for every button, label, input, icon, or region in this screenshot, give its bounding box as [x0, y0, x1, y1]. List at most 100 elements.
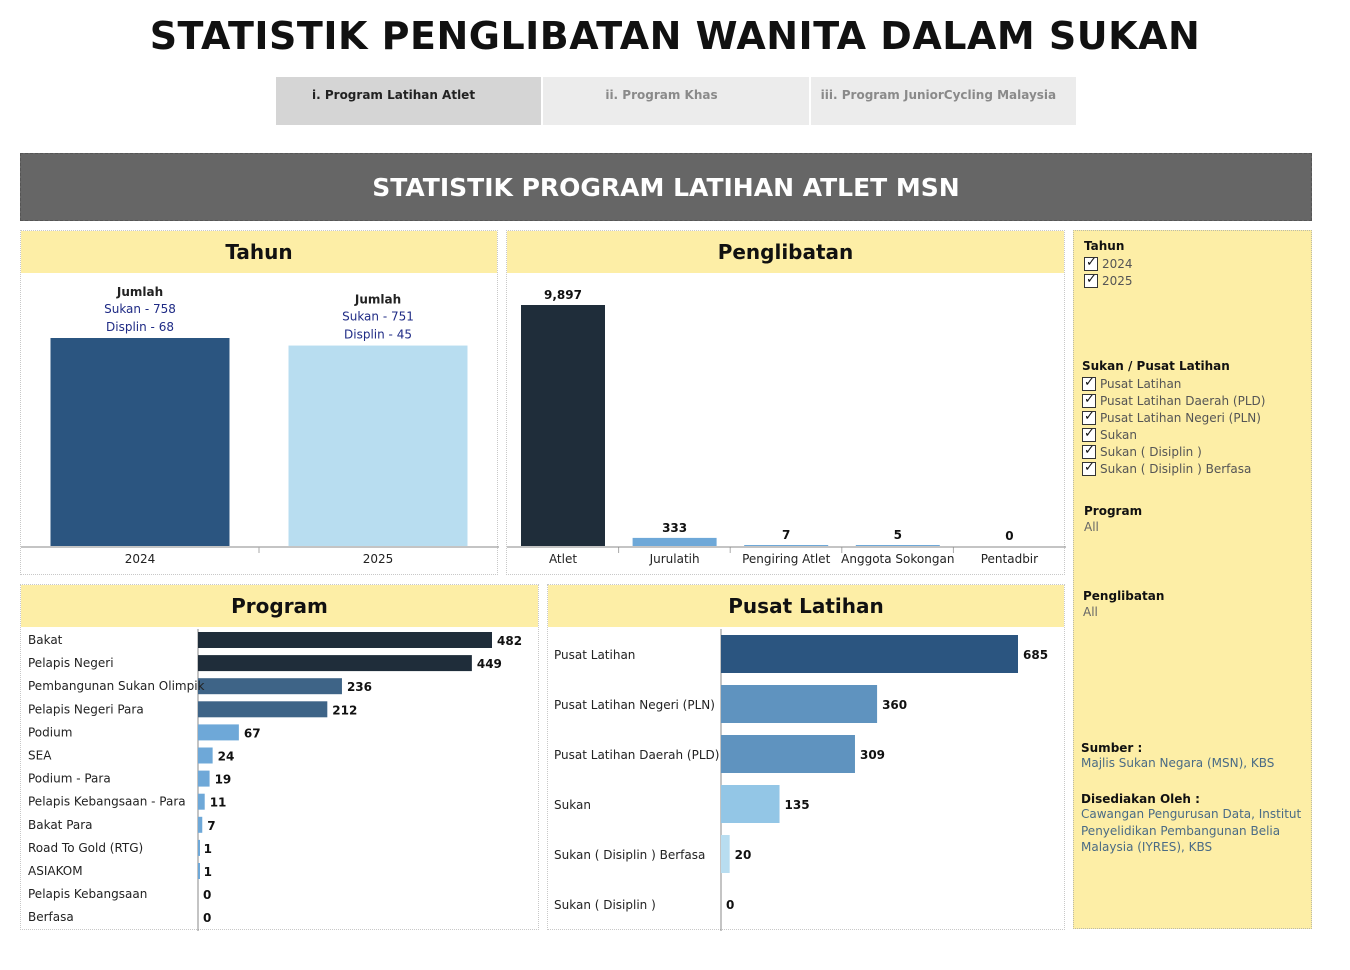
program-category-label: Podium - Para	[28, 772, 111, 786]
tahun-annotation-displin: Displin - 68	[106, 320, 174, 334]
pusat-category-label: Pusat Latihan Daerah (PLD)	[554, 748, 719, 762]
program-bar	[198, 678, 342, 695]
filter-option-label: Sukan ( Disiplin ) Berfasa	[1100, 461, 1252, 476]
tahun-header: Tahun	[21, 231, 497, 273]
filter-option-label: Sukan	[1100, 427, 1137, 442]
filter-sukan-pusat-title: Sukan / Pusat Latihan	[1082, 359, 1230, 373]
tab-program-latihan-atlet[interactable]: i. Program Latihan Atlet	[276, 77, 542, 125]
tab-label: iii. Program JuniorCycling Malaysia	[820, 88, 1057, 102]
program-bar	[198, 839, 200, 856]
penglibatan-chart: 9,897 Atlet 333 Jurulatih 7 Pengiring Atlet 5 A…	[507, 288, 1066, 566]
penglibatan-category-label: Atlet	[549, 552, 577, 566]
filter-option[interactable]: Sukan	[1082, 426, 1265, 443]
program-category-label: ASIAKOM	[28, 864, 83, 878]
checkbox-checked-icon[interactable]	[1084, 255, 1098, 271]
disediakan-line: Penyelidikan Pembangunan Belia	[1081, 823, 1281, 838]
filter-penglibatan: Penglibatan All	[1083, 589, 1164, 619]
program-category-label: Bakat	[28, 633, 63, 647]
pusat-value-label: 360	[882, 698, 907, 712]
program-bar	[198, 632, 492, 648]
penglibatan-value-label: 0	[1005, 529, 1013, 543]
disediakan-oleh: Disediakan Oleh : Cawangan Pengurusan Da…	[1081, 792, 1301, 856]
tab-program-juniorcycling[interactable]: iii. Program JuniorCycling Malaysia	[810, 77, 1076, 125]
program-category-label: Podium	[28, 725, 72, 739]
program-value-label: 11	[210, 796, 227, 810]
program-bar	[198, 701, 328, 718]
program-value-label: 67	[244, 726, 261, 740]
checkbox-checked-icon[interactable]	[1082, 375, 1096, 391]
pusat-value-label: 309	[860, 748, 885, 762]
filter-program: Program All	[1084, 504, 1142, 534]
program-value-label: 236	[347, 680, 372, 694]
checkbox-checked-icon[interactable]	[1084, 272, 1098, 288]
program-bar	[198, 863, 200, 879]
filter-option-label: Sukan ( Disiplin )	[1100, 444, 1202, 459]
program-value-label: 0	[203, 911, 211, 925]
section-title: STATISTIK PROGRAM LATIHAN ATLET MSN	[372, 172, 960, 202]
filter-option-label: Pusat Latihan	[1100, 376, 1182, 391]
penglibatan-value-label: 5	[894, 528, 902, 542]
checkbox-checked-icon[interactable]	[1082, 409, 1096, 425]
filter-option-label: 2024	[1102, 256, 1133, 271]
tahun-bar	[288, 345, 468, 546]
filter-option[interactable]: Pusat Latihan	[1082, 375, 1265, 392]
pusat-category-label: Pusat Latihan	[554, 648, 635, 662]
pusat-bar	[721, 735, 855, 773]
tahun-annotation-sukan: Sukan - 751	[342, 310, 414, 324]
pusat-latihan-header: Pusat Latihan	[548, 585, 1064, 627]
penglibatan-value-label: 9,897	[544, 288, 582, 302]
sumber-text: Majlis Sukan Negara (MSN), KBS	[1081, 756, 1275, 770]
disediakan-line: Malaysia (IYRES), KBS	[1081, 840, 1213, 854]
filter-program-title: Program	[1084, 504, 1143, 518]
disediakan-line: Cawangan Pengurusan Data, Institut	[1081, 807, 1302, 821]
checkbox-checked-icon[interactable]	[1082, 443, 1096, 459]
pusat-value-label: 20	[735, 848, 752, 862]
program-bar	[198, 747, 213, 764]
filter-option-label: 2025	[1102, 273, 1133, 288]
penglibatan-value-label: 333	[662, 521, 687, 535]
filter-option[interactable]: Sukan ( Disiplin ) Berfasa	[1082, 460, 1265, 477]
tahun-annotation-sukan: Sukan - 758	[104, 302, 176, 316]
penglibatan-bar	[744, 545, 829, 546]
filter-option[interactable]: Pusat Latihan Negeri (PLN)	[1082, 409, 1265, 426]
pusat-latihan-chart: Pusat Latihan 685 Pusat Latihan Negeri (PL…	[554, 629, 1048, 931]
tahun-annotation-displin: Displin - 45	[344, 328, 412, 342]
checkbox-checked-icon[interactable]	[1082, 460, 1096, 476]
checkbox-checked-icon[interactable]	[1082, 426, 1096, 442]
filter-option[interactable]: Pusat Latihan Daerah (PLD)	[1082, 392, 1265, 409]
filter-tahun: Tahun 2024 2025	[1084, 239, 1133, 289]
sumber-label: Sumber :	[1081, 741, 1143, 755]
pusat-value-label: 135	[785, 798, 810, 812]
program-bar	[198, 816, 203, 833]
pusat-value-label: 685	[1023, 648, 1048, 662]
filter-penglibatan-value[interactable]: All	[1083, 605, 1098, 619]
filter-panel: Tahun 2024 2025 Sukan / Pusat Latihan Pu…	[1073, 230, 1312, 929]
tahun-panel: Tahun Jumlah Sukan - 758 Displin - 68 2024 J…	[20, 230, 499, 575]
tab-program-khas[interactable]: ii. Program Khas	[543, 77, 809, 125]
program-value-label: 0	[203, 888, 211, 902]
sumber: Sumber : Majlis Sukan Negara (MSN), KBS	[1081, 741, 1274, 772]
pusat-bar	[721, 635, 1018, 673]
filter-option-label: Pusat Latihan Negeri (PLN)	[1100, 410, 1261, 425]
penglibatan-panel: Penglibatan 9,897 Atlet 333 Jurulatih 7 Pengi…	[506, 230, 1066, 575]
pusat-bar	[721, 785, 780, 823]
tab-label: ii. Program Khas	[605, 88, 718, 102]
program-value-label: 482	[497, 634, 522, 648]
pusat-bar	[721, 835, 730, 873]
filter-option[interactable]: Sukan ( Disiplin )	[1082, 443, 1265, 460]
filter-option[interactable]: 2025	[1084, 272, 1133, 289]
penglibatan-category-label: Pengiring Atlet	[742, 552, 830, 566]
program-category-label: Pelapis Negeri Para	[28, 702, 144, 716]
checkbox-checked-icon[interactable]	[1082, 392, 1096, 408]
penglibatan-value-label: 7	[782, 528, 790, 542]
filter-program-value[interactable]: All	[1084, 520, 1099, 534]
program-category-label: Road To Gold (RTG)	[28, 841, 143, 855]
filter-option-label: Pusat Latihan Daerah (PLD)	[1100, 393, 1266, 408]
dashboard-tabs: i. Program Latihan Atlet ii. Program Kha…	[276, 77, 1076, 125]
penglibatan-bar	[855, 545, 940, 546]
filter-option[interactable]: 2024	[1084, 255, 1133, 272]
pusat-category-label: Sukan ( Disiplin )	[554, 898, 656, 912]
pusat-category-label: Sukan ( Disiplin ) Berfasa	[554, 848, 705, 862]
program-chart: Bakat 482 Pelapis Negeri 449 Pembangunan Suk…	[28, 629, 522, 931]
program-value-label: 24	[218, 750, 235, 764]
